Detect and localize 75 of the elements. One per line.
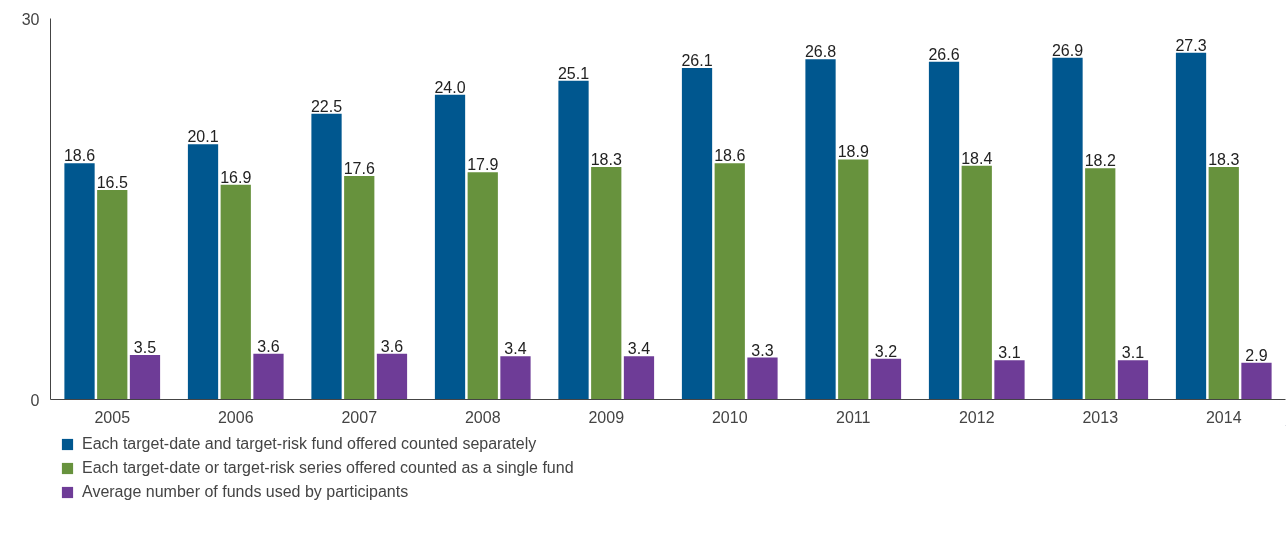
- bar: [1241, 362, 1272, 400]
- bar: [928, 61, 960, 400]
- x-tick-label: 2009: [588, 408, 625, 426]
- bar: [253, 353, 284, 400]
- x-tick-label: 2007: [341, 408, 378, 426]
- data-label: 3.2: [874, 342, 898, 360]
- legend-label: Each target-date and target-risk fund offered counted separately: [82, 435, 537, 453]
- bar: [805, 59, 836, 400]
- data-label: 3.3: [751, 341, 774, 359]
- data-label: 25.1: [557, 64, 590, 82]
- data-label: 3.1: [1121, 344, 1145, 362]
- x-tick-label: 2010: [711, 408, 748, 426]
- data-label: 18.2: [1084, 152, 1116, 170]
- bar: [64, 163, 95, 400]
- bar: [747, 357, 778, 400]
- bar: [129, 355, 161, 400]
- bar: [467, 172, 498, 400]
- bar: [344, 175, 375, 400]
- data-label: 18.3: [1208, 151, 1240, 169]
- bar: [220, 184, 251, 400]
- data-label: 16.5: [96, 173, 128, 191]
- data-label: 26.6: [928, 45, 960, 63]
- bar: [187, 144, 219, 400]
- bar: [311, 113, 342, 400]
- data-label: 18.6: [63, 147, 96, 165]
- data-label: 22.5: [310, 97, 343, 115]
- data-label: 16.9: [220, 168, 252, 186]
- data-label: 3.4: [627, 340, 651, 358]
- bar: [591, 167, 622, 400]
- bar: [1117, 360, 1149, 400]
- bar: [838, 159, 869, 400]
- data-label: 18.6: [714, 147, 746, 165]
- data-label: 27.3: [1175, 36, 1207, 54]
- x-tick-label: 2013: [1082, 408, 1119, 426]
- data-label: 18.4: [961, 149, 993, 167]
- data-label: 17.6: [343, 159, 375, 177]
- data-label: 24.0: [434, 78, 466, 96]
- data-label: 3.5: [133, 339, 157, 357]
- bar: [558, 80, 589, 400]
- data-label: 17.9: [467, 156, 499, 174]
- bar: [1175, 52, 1207, 400]
- data-label: 3.6: [380, 337, 404, 355]
- bar: [961, 165, 992, 400]
- data-label: 3.1: [998, 344, 1021, 362]
- legend-label: Average number of funds used by participants: [82, 483, 409, 501]
- x-tick-label: 2005: [94, 408, 131, 426]
- bar: [1085, 168, 1116, 400]
- bar: [623, 356, 655, 400]
- bar: [434, 94, 466, 400]
- bar: [1052, 57, 1083, 400]
- x-tick-label: 2006: [217, 408, 254, 426]
- data-label: 18.9: [837, 143, 869, 161]
- data-label: 20.1: [187, 128, 219, 146]
- x-tick-label: 2014: [1205, 408, 1242, 426]
- x-tick-label: 2012: [958, 408, 995, 426]
- legend-label: Each target-date or target-risk series offered counted as a single fund: [82, 459, 574, 477]
- bar: [994, 360, 1025, 400]
- bar: [870, 358, 902, 400]
- y-tick-label: 0: [30, 391, 40, 409]
- data-label: 2.9: [1245, 346, 1268, 364]
- data-label: 3.4: [504, 340, 527, 358]
- bar: [714, 163, 745, 400]
- bar: [500, 356, 531, 400]
- bar: [681, 68, 713, 400]
- bar: [376, 353, 408, 400]
- bar: [1208, 167, 1239, 400]
- data-label: 26.8: [804, 43, 837, 61]
- bar: [97, 189, 128, 400]
- x-tick-label: 2011: [836, 408, 871, 426]
- data-label: 18.3: [590, 151, 622, 169]
- y-tick-label: 30: [21, 10, 40, 28]
- x-tick-label: 2008: [464, 408, 501, 426]
- data-label: 3.6: [257, 337, 280, 355]
- data-label: 26.9: [1051, 41, 1084, 59]
- data-label: 26.1: [681, 52, 713, 70]
